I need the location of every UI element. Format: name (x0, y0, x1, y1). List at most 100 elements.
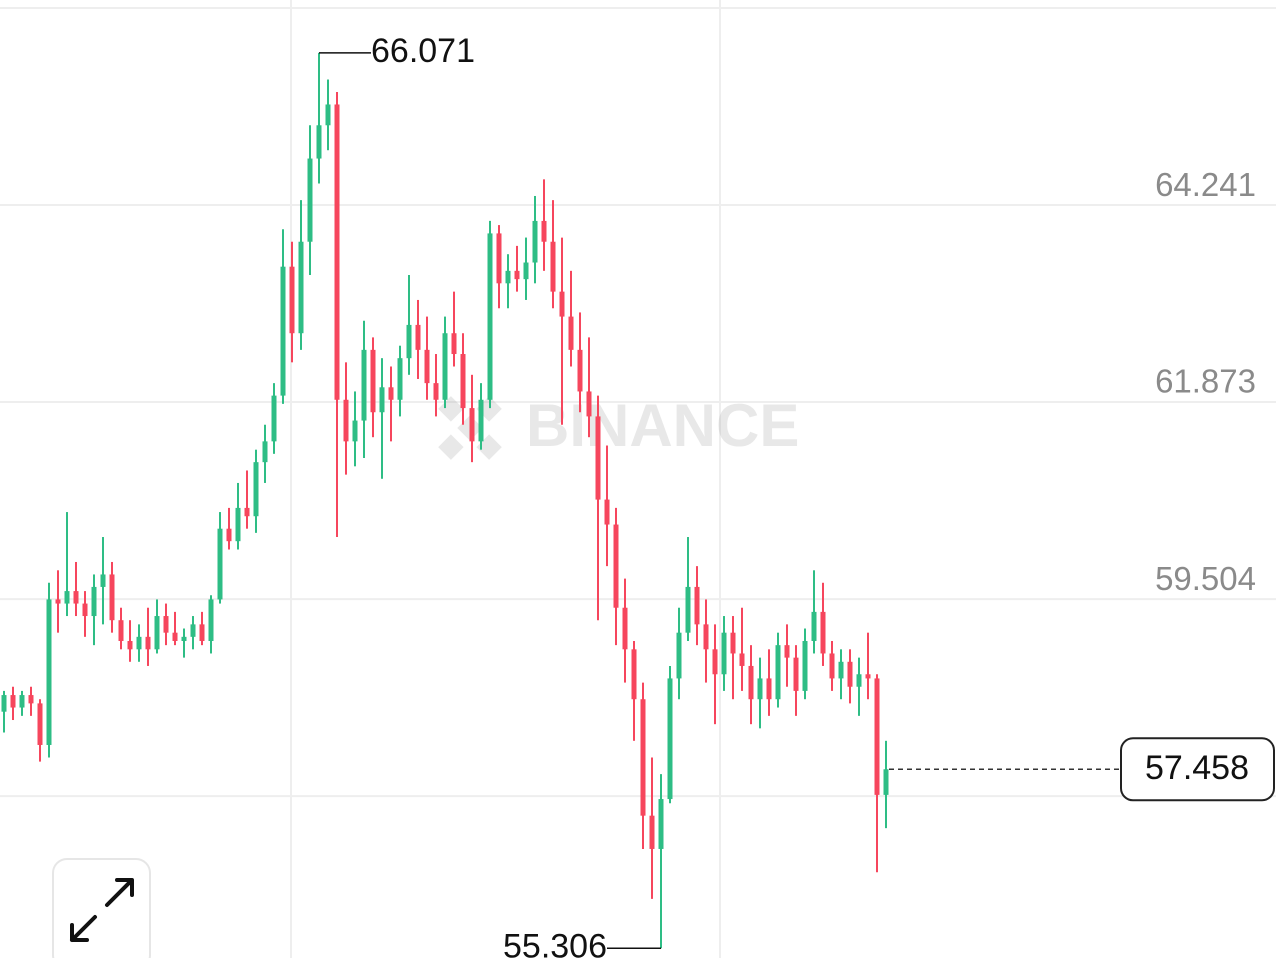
candle-body (811, 611, 817, 641)
candle-body (361, 349, 367, 421)
candle-body (136, 636, 142, 650)
candle-body (748, 665, 754, 700)
candle-body (631, 649, 637, 700)
candle-body (478, 399, 484, 442)
candle-body (253, 462, 259, 517)
candle-body (883, 769, 889, 795)
y-tick-label: 64.241 (1155, 166, 1256, 203)
candle-body (487, 233, 493, 400)
candle-body (469, 408, 475, 442)
candle-body (577, 349, 583, 392)
candle-body (766, 678, 772, 700)
candle-body (370, 349, 376, 413)
candle-body (721, 632, 727, 675)
candle-body (1, 695, 7, 712)
candle-body (559, 291, 565, 317)
min-label: 55.306 (503, 927, 607, 958)
expand-icon[interactable] (70, 878, 134, 942)
annotations: 66.071 55.306 57.458 (319, 32, 1275, 958)
candle-body (307, 158, 313, 242)
candle-body (316, 125, 322, 159)
candle-body (532, 220, 538, 263)
candle-body (217, 528, 223, 600)
expand-button-frame[interactable] (52, 858, 151, 958)
candle-body (658, 799, 664, 849)
candle-body (163, 616, 169, 633)
candle-body (55, 599, 61, 604)
candle-body (397, 358, 403, 400)
candle-body (820, 611, 826, 654)
candle-body (640, 699, 646, 816)
candle-body (145, 636, 151, 650)
candle-body (604, 499, 610, 525)
candle-body (406, 324, 412, 359)
candle-body (802, 640, 808, 691)
candle-body (325, 104, 331, 126)
candle-body (379, 387, 385, 413)
candle-body (694, 586, 700, 625)
candle-body (172, 632, 178, 641)
candle-body (289, 266, 295, 334)
candle-body (118, 620, 124, 641)
candle-body (649, 815, 655, 849)
candle-body (613, 524, 619, 608)
candle-body (271, 395, 277, 442)
candle-body (460, 354, 466, 409)
candle-body (775, 645, 781, 700)
last-price-box (1120, 737, 1275, 802)
last-price-label: 57.458 (1145, 749, 1249, 787)
candle-body (64, 591, 70, 604)
y-tick-label: 66.610 (1155, 0, 1256, 6)
candle-body (10, 695, 16, 708)
candle-body (73, 591, 79, 604)
candle-body (82, 603, 88, 617)
candle-body (334, 104, 340, 400)
candle-body (496, 233, 502, 284)
candle-body (262, 441, 268, 463)
candle-body (280, 266, 286, 396)
candle-body (784, 645, 790, 658)
watermark: BINANCE (526, 392, 799, 459)
y-tick-label: 61.873 (1155, 363, 1256, 400)
candle-body (298, 241, 304, 334)
candle-body (847, 661, 853, 687)
candle-body (37, 703, 43, 745)
candle-body (442, 333, 448, 400)
candle-body (28, 695, 34, 704)
candle-body (235, 507, 241, 542)
candle-body (568, 316, 574, 350)
candle-body (595, 416, 601, 500)
candle-body (793, 657, 799, 691)
candle-body (874, 678, 880, 795)
candle-body (127, 640, 133, 650)
candle-body (730, 632, 736, 654)
candle-body (100, 574, 106, 587)
candle-body (388, 387, 394, 400)
candle-body (433, 383, 439, 400)
candle-body (91, 586, 97, 617)
candle-body (523, 262, 529, 280)
candle-body (154, 616, 160, 650)
candle-body (109, 574, 115, 621)
candle-body (514, 270, 520, 280)
candle-body (685, 586, 691, 633)
candle-body (541, 220, 547, 242)
candle-body (244, 507, 250, 517)
candle-body (505, 270, 511, 284)
candle-body (199, 624, 205, 641)
candle-body (829, 653, 835, 679)
candle-body (856, 674, 862, 687)
candle-body (208, 599, 214, 641)
expand-button[interactable] (52, 858, 151, 958)
candle-body (676, 632, 682, 679)
candle-body (190, 624, 196, 637)
y-tick-label: 59.504 (1155, 560, 1256, 597)
candle-body (703, 624, 709, 650)
candle-body (352, 420, 358, 442)
candle-body (451, 333, 457, 355)
candle-body (424, 349, 430, 384)
candle-body (757, 678, 763, 700)
watermark-group: BINANCE (438, 392, 799, 460)
candles (1, 52, 889, 949)
